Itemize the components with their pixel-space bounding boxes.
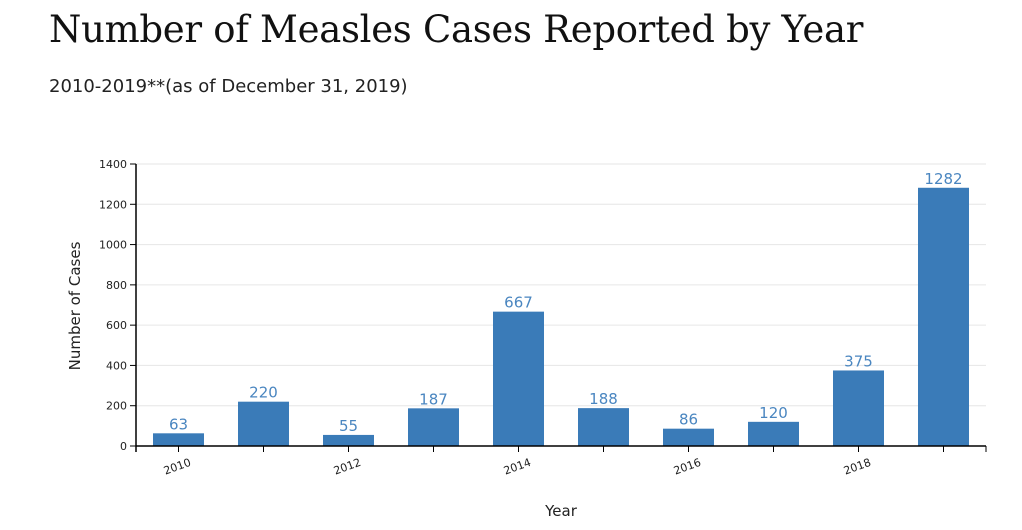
chart-title: Number of Measles Cases Reported by Year: [49, 8, 864, 51]
y-tick-label: 600: [106, 319, 127, 332]
bars: [153, 187, 969, 447]
y-tick-label: 200: [106, 400, 127, 413]
bar-2016: [663, 428, 714, 446]
bar-2019: [918, 187, 969, 447]
x-axis-title: Year: [544, 502, 578, 520]
y-axis-title: Number of Cases: [66, 241, 84, 370]
y-tick-label: 0: [120, 440, 127, 453]
bar-2017: [748, 421, 799, 446]
bar-2013: [408, 408, 459, 446]
x-tick-label: 2016: [672, 456, 703, 478]
bar-2011: [238, 401, 289, 446]
y-tick-label: 1000: [99, 239, 127, 252]
x-tick-label: 2018: [842, 456, 873, 478]
bar-label-2015: 188: [589, 390, 618, 408]
bar-2018: [833, 370, 884, 446]
y-tick-label: 1400: [99, 158, 127, 171]
bar-label-2011: 220: [249, 384, 278, 402]
bar-label-2016: 86: [679, 411, 698, 429]
bar-label-2017: 120: [759, 404, 788, 422]
bar-label-2019: 1282: [924, 170, 962, 188]
bar-label-2018: 375: [844, 352, 873, 370]
bar-labels: 63 220 55 187 667 188 86 120 375 1282: [169, 170, 963, 435]
bar-2010: [153, 433, 204, 446]
bar-label-2010: 63: [169, 415, 188, 433]
y-axis: 0 200 400 600 800 1000 1200 1400: [99, 158, 137, 453]
bar-2015: [578, 408, 629, 446]
y-tick-label: 800: [106, 279, 127, 292]
chart-subtitle: 2010-2019**(as of December 31, 2019): [49, 76, 408, 97]
x-tick-label: 2014: [502, 456, 533, 478]
x-tick-label: 2010: [162, 456, 193, 478]
y-tick-label: 400: [106, 359, 127, 372]
bar-label-2012: 55: [339, 417, 358, 435]
y-tick-label: 1200: [99, 198, 127, 211]
bar-2014: [493, 311, 544, 446]
bar-label-2013: 187: [419, 390, 448, 408]
bar-2012: [323, 434, 374, 446]
x-axis: 2010 2012 2014 2016 2018: [136, 445, 987, 478]
bar-label-2014: 667: [504, 294, 533, 312]
x-tick-label: 2012: [332, 456, 363, 478]
